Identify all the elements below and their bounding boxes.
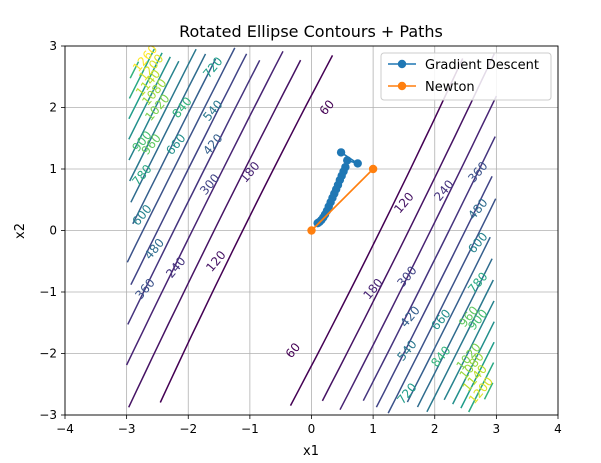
contour-line	[128, 60, 495, 401]
contour-line	[128, 53, 495, 408]
y-tick-label: 0	[49, 224, 57, 238]
contour-line	[128, 56, 495, 405]
x-tick-label: −3	[118, 422, 136, 436]
series-point	[368, 164, 378, 174]
y-tick-label: 2	[49, 101, 57, 115]
legend-marker-gradient-descent	[397, 59, 407, 69]
contour-line	[127, 59, 496, 402]
y-tick-label: −2	[39, 347, 57, 361]
contour-line	[125, 50, 498, 411]
y-axis: −3 −2 −1 0 1 2 3	[39, 39, 65, 422]
contour-lines	[125, 47, 498, 414]
legend-box	[380, 52, 552, 101]
series-point	[313, 218, 322, 228]
x-tick-label: 3	[493, 422, 501, 436]
y-tick-label: −1	[39, 285, 57, 299]
series-point	[307, 226, 316, 235]
y-tick-label: 1	[49, 162, 57, 176]
contour-line	[130, 53, 493, 408]
x-tick-label: −4	[56, 422, 74, 436]
contour-line	[126, 47, 497, 414]
x-tick-label: −1	[241, 422, 259, 436]
x-tick-label: −2	[179, 422, 197, 436]
x-axis-label: x1	[303, 444, 319, 459]
y-tick-label: 3	[49, 39, 57, 53]
contour-line	[128, 48, 495, 413]
legend-label-gradient-descent: Gradient Descent	[425, 58, 539, 73]
contour-line	[129, 48, 494, 413]
contour-line	[128, 52, 495, 409]
legend-marker-newton	[397, 81, 407, 91]
x-tick-label: 4	[554, 422, 562, 436]
series-point	[343, 156, 352, 165]
y-tick-label: −3	[39, 408, 57, 422]
x-axis: −4 −3 −2 −1 0 1 2 3 4	[56, 415, 562, 436]
legend: Gradient Descent Newton	[380, 52, 552, 101]
series-line	[310, 168, 374, 232]
chart-title: Rotated Ellipse Contours + Paths	[179, 22, 443, 41]
y-axis-label: x2	[13, 223, 28, 239]
x-tick-label: 2	[431, 422, 439, 436]
contour-line	[159, 55, 464, 406]
contour-line	[129, 61, 494, 400]
x-tick-label: 1	[369, 422, 377, 436]
legend-label-newton: Newton	[425, 80, 475, 95]
x-tick-label: 0	[308, 422, 316, 436]
contour-line	[130, 53, 493, 408]
series-point	[353, 159, 362, 168]
newton-path	[307, 164, 378, 235]
contour-line	[132, 58, 491, 403]
series-point	[336, 148, 346, 157]
